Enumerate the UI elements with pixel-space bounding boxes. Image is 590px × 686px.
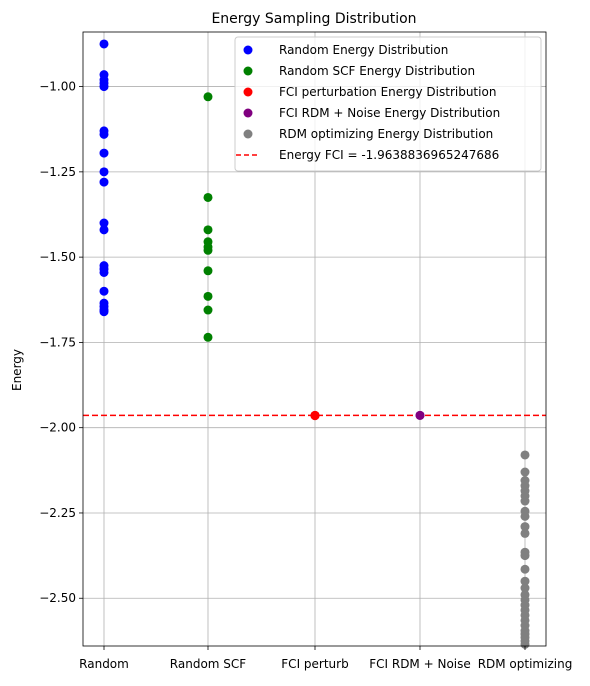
legend-marker bbox=[243, 129, 253, 139]
legend-label: FCI perturbation Energy Distribution bbox=[279, 85, 496, 99]
legend-marker bbox=[243, 108, 253, 118]
x-tick-label: FCI perturb bbox=[281, 657, 348, 671]
legend-marker bbox=[243, 66, 253, 76]
x-tick-label: Random SCF bbox=[170, 657, 246, 671]
data-point bbox=[99, 39, 109, 49]
data-point bbox=[520, 496, 530, 506]
points-layer bbox=[99, 39, 530, 649]
legend-marker bbox=[243, 45, 253, 55]
data-point bbox=[99, 82, 109, 92]
y-tick-label: −2.25 bbox=[39, 506, 76, 520]
legend-label: FCI RDM + Noise Energy Distribution bbox=[279, 106, 500, 120]
legend-label: Random SCF Energy Distribution bbox=[279, 64, 475, 78]
data-point bbox=[203, 305, 213, 315]
legend: Random Energy Distribution Random SCF Ene… bbox=[234, 36, 542, 172]
data-point bbox=[99, 177, 109, 187]
data-point bbox=[99, 307, 109, 317]
data-point bbox=[99, 286, 109, 296]
y-tick-label: −1.75 bbox=[39, 335, 76, 349]
legend-label: RDM optimizing Energy Distribution bbox=[279, 127, 493, 141]
data-point bbox=[99, 225, 109, 235]
data-point bbox=[203, 225, 213, 235]
legend-marker bbox=[243, 87, 253, 97]
y-tick-label: −2.00 bbox=[39, 421, 76, 435]
data-point bbox=[310, 411, 320, 421]
chart-title: Energy Sampling Distribution bbox=[211, 11, 416, 27]
data-point bbox=[520, 639, 530, 649]
data-point bbox=[203, 192, 213, 202]
data-point bbox=[99, 148, 109, 158]
data-point bbox=[520, 583, 530, 593]
data-point bbox=[203, 332, 213, 342]
data-point bbox=[203, 291, 213, 301]
data-point bbox=[415, 410, 425, 420]
y-tick-label: −1.00 bbox=[39, 80, 76, 94]
data-point bbox=[520, 551, 530, 561]
data-point bbox=[99, 218, 109, 228]
ticks-layer: Random Random SCF FCI perturb FCI RDM + Noi… bbox=[39, 80, 572, 671]
data-point bbox=[520, 528, 530, 538]
y-tick-label: −1.25 bbox=[39, 165, 76, 179]
data-point bbox=[520, 467, 530, 477]
data-point bbox=[203, 245, 213, 255]
data-point bbox=[203, 92, 213, 102]
x-tick-label: FCI RDM + Noise bbox=[369, 657, 471, 671]
legend-box bbox=[234, 36, 542, 172]
data-point bbox=[99, 129, 109, 139]
y-tick-label: −2.50 bbox=[39, 591, 76, 605]
legend-label: Random Energy Distribution bbox=[279, 43, 448, 57]
x-tick-label: RDM optimizing bbox=[478, 657, 573, 671]
plot-frame bbox=[82, 31, 547, 647]
data-point bbox=[99, 267, 109, 277]
data-point bbox=[203, 266, 213, 276]
data-point bbox=[520, 522, 530, 532]
data-point bbox=[520, 564, 530, 574]
data-point bbox=[520, 450, 530, 460]
data-point bbox=[99, 167, 109, 177]
x-tick-label: Random bbox=[79, 657, 129, 671]
y-tick-label: −1.50 bbox=[39, 250, 76, 264]
data-point bbox=[520, 576, 530, 586]
legend-label: Energy FCI = -1.9638836965247686 bbox=[279, 148, 499, 162]
y-axis-label: Energy bbox=[10, 349, 24, 391]
data-point bbox=[520, 511, 530, 521]
